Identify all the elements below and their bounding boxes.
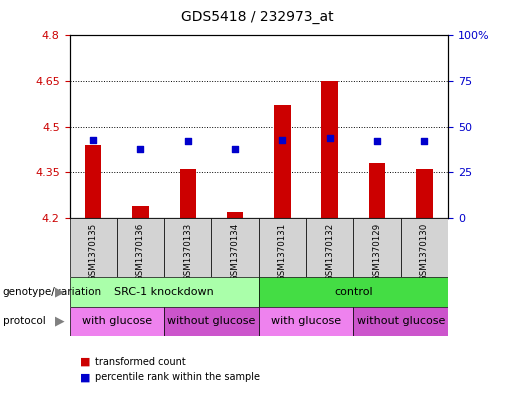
Bar xyxy=(353,307,448,336)
Bar xyxy=(259,307,353,336)
Point xyxy=(373,138,381,145)
Bar xyxy=(70,277,259,307)
Text: protocol: protocol xyxy=(3,316,45,326)
Bar xyxy=(180,169,196,218)
Point xyxy=(136,145,145,152)
Text: GSM1370135: GSM1370135 xyxy=(89,223,98,281)
Text: GSM1370136: GSM1370136 xyxy=(136,223,145,281)
Point xyxy=(278,136,286,143)
Bar xyxy=(164,307,259,336)
Bar xyxy=(259,277,448,307)
Text: SRC-1 knockdown: SRC-1 knockdown xyxy=(114,287,214,297)
Text: with glucose: with glucose xyxy=(82,316,152,326)
Bar xyxy=(259,218,306,277)
Bar xyxy=(117,218,164,277)
Bar xyxy=(401,218,448,277)
Text: GSM1370130: GSM1370130 xyxy=(420,223,429,281)
Text: ▶: ▶ xyxy=(55,315,64,328)
Bar xyxy=(274,105,291,218)
Text: genotype/variation: genotype/variation xyxy=(3,287,101,297)
Point xyxy=(184,138,192,145)
Text: GDS5418 / 232973_at: GDS5418 / 232973_at xyxy=(181,10,334,24)
Point xyxy=(89,136,97,143)
Bar xyxy=(227,212,244,218)
Text: GSM1370133: GSM1370133 xyxy=(183,223,192,281)
Text: transformed count: transformed count xyxy=(95,356,186,367)
Point xyxy=(420,138,428,145)
Text: GSM1370132: GSM1370132 xyxy=(325,223,334,281)
Text: without glucose: without glucose xyxy=(356,316,445,326)
Bar xyxy=(85,145,101,218)
Text: control: control xyxy=(334,287,373,297)
Bar xyxy=(132,206,149,218)
Text: GSM1370129: GSM1370129 xyxy=(372,223,382,281)
Bar xyxy=(164,218,212,277)
Text: percentile rank within the sample: percentile rank within the sample xyxy=(95,372,260,382)
Point xyxy=(325,134,334,141)
Bar xyxy=(70,307,164,336)
Bar xyxy=(353,218,401,277)
Bar xyxy=(212,218,259,277)
Text: ■: ■ xyxy=(80,356,90,367)
Bar xyxy=(306,218,353,277)
Text: ■: ■ xyxy=(80,372,90,382)
Text: GSM1370131: GSM1370131 xyxy=(278,223,287,281)
Bar xyxy=(369,163,385,218)
Text: ▶: ▶ xyxy=(55,285,64,298)
Point xyxy=(231,145,239,152)
Bar xyxy=(70,218,117,277)
Text: without glucose: without glucose xyxy=(167,316,255,326)
Bar xyxy=(321,81,338,218)
Text: with glucose: with glucose xyxy=(271,316,341,326)
Text: GSM1370134: GSM1370134 xyxy=(231,223,239,281)
Bar xyxy=(416,169,433,218)
